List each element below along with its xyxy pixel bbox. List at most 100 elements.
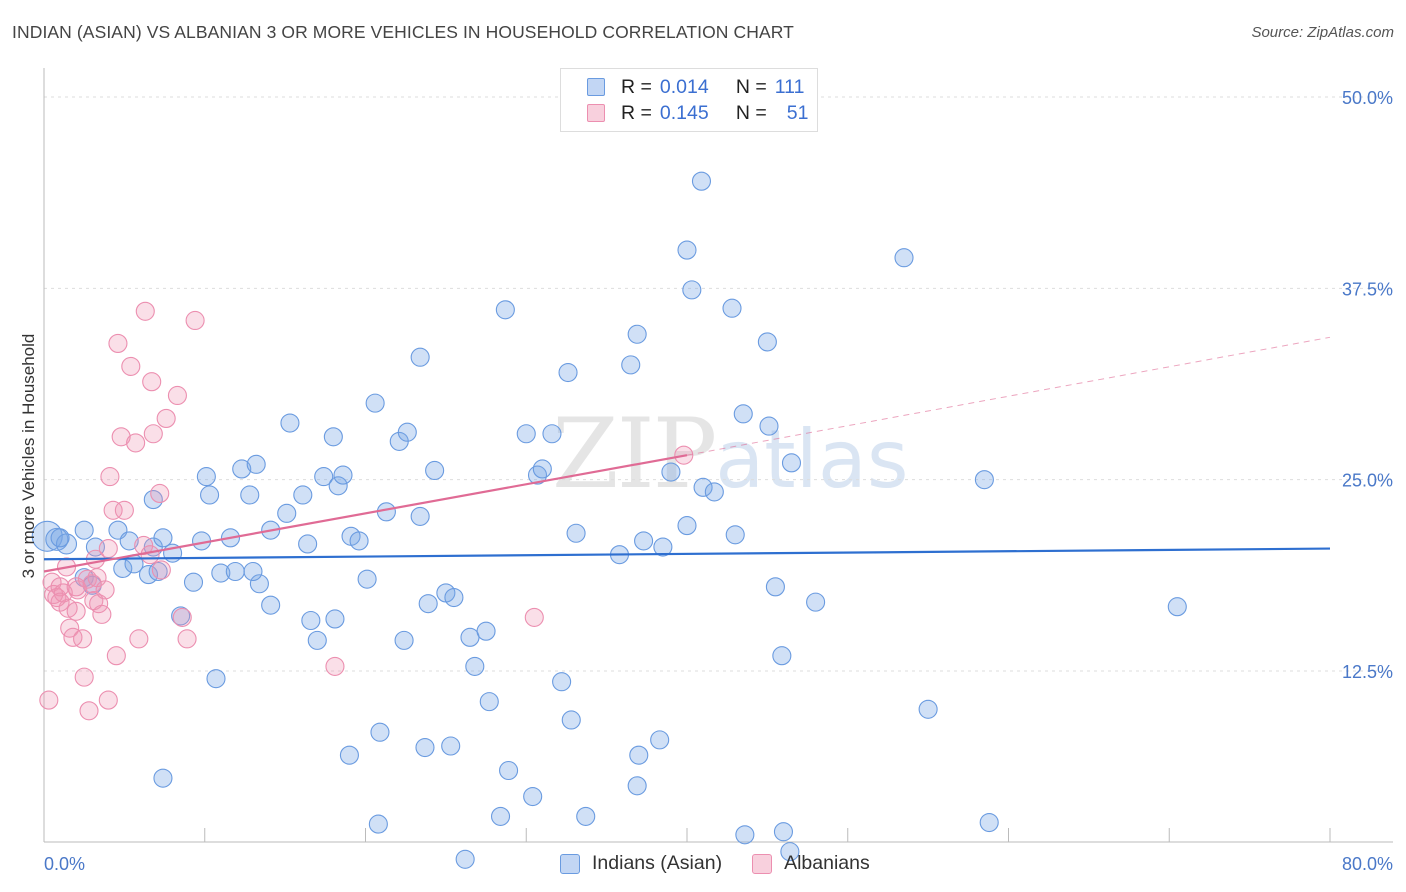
watermark: ZIPatlas: [552, 398, 909, 510]
point-albanians: [44, 584, 64, 605]
legend-n-label: N =: [735, 75, 767, 98]
legend-swatch-blue: [587, 78, 605, 96]
point-albanians: [142, 372, 162, 392]
point-indians: [153, 528, 173, 548]
point-indians: [806, 592, 826, 612]
series-legend-albanians: Albanians: [752, 852, 870, 875]
point-indians: [460, 627, 480, 647]
point-indians: [772, 646, 792, 666]
point-albanians: [73, 629, 93, 649]
point-albanians: [185, 310, 205, 331]
point-indians: [918, 699, 938, 719]
point-indians: [894, 248, 914, 268]
series-swatch-pink: [752, 853, 773, 874]
chart-title: INDIAN (ASIAN) VS ALBANIAN 3 OR MORE VEH…: [12, 22, 794, 42]
y-tick-label: 37.5%: [1342, 279, 1393, 299]
point-indians: [211, 563, 231, 583]
point-albanians: [325, 656, 345, 676]
legend-n-value: 111: [774, 75, 805, 98]
point-albanians: [140, 545, 160, 565]
point-indians: [773, 822, 794, 842]
point-albanians: [114, 500, 134, 520]
point-indians: [722, 298, 742, 318]
point-indians: [499, 760, 519, 781]
point-indians: [328, 476, 348, 496]
point-albanians: [126, 433, 146, 453]
point-indians: [725, 525, 745, 545]
point-albanians: [100, 467, 120, 487]
point-albanians: [143, 424, 163, 444]
point-albanians: [172, 607, 192, 627]
point-albanians: [106, 646, 126, 666]
point-albanians: [135, 301, 155, 321]
point-indians: [246, 454, 266, 474]
point-indians: [455, 849, 475, 869]
point-indians: [542, 424, 562, 444]
trend-line-albanians: [43, 454, 688, 573]
point-albanians: [92, 604, 112, 624]
series-legend: Indians (Asian) Albanians: [560, 852, 900, 875]
point-albanians: [63, 627, 83, 647]
point-indians: [323, 427, 343, 447]
point-indians: [314, 467, 334, 487]
point-indians: [277, 503, 297, 523]
point-albanians: [50, 592, 70, 612]
point-albanians: [66, 577, 86, 597]
point-indians: [339, 745, 359, 765]
point-indians: [704, 482, 724, 502]
x-tick-label-min: 0.0%: [44, 854, 85, 874]
point-albanians: [129, 629, 149, 649]
legend-r-value: 0.014: [659, 75, 709, 98]
watermark-atlas: atlas: [715, 413, 909, 506]
grid-lines: [44, 96, 1393, 672]
point-indians: [196, 467, 216, 487]
point-indians: [974, 470, 994, 490]
point-indians: [677, 240, 697, 260]
point-indians: [495, 300, 515, 320]
point-indians: [349, 531, 369, 551]
point-indians: [759, 416, 779, 436]
legend-row-albanians: R = 0.145 N = 51: [587, 101, 808, 125]
point-indians: [1167, 597, 1187, 617]
point-indians: [693, 477, 713, 497]
point-indians: [735, 825, 755, 845]
point-indians: [280, 413, 300, 433]
point-albanians: [108, 333, 128, 353]
point-indians: [240, 485, 260, 505]
point-indians: [232, 459, 252, 479]
data-points: [31, 171, 1187, 869]
correlation-legend: R = 0.014 N = 111 R = 0.145 N = 51: [560, 68, 818, 132]
point-albanians: [111, 427, 131, 447]
y-axis-label: 3 or more Vehicles in Household: [19, 334, 38, 579]
point-indians: [441, 736, 461, 756]
point-indians: [394, 630, 414, 650]
legend-r-label: R =: [621, 101, 652, 124]
point-indians: [490, 806, 511, 826]
series-label-indians: Indians (Asian): [592, 852, 723, 874]
point-indians: [627, 776, 647, 796]
series-legend-indians: Indians (Asian): [560, 852, 722, 875]
watermark-zip: ZIP: [552, 398, 717, 510]
y-tick-label: 50.0%: [1342, 88, 1393, 108]
point-indians: [627, 324, 647, 344]
point-indians: [465, 656, 485, 676]
point-indians: [45, 527, 69, 551]
point-albanians: [98, 690, 118, 710]
point-indians: [410, 347, 430, 367]
point-indians: [370, 722, 390, 742]
trend-line-albanians-extrapolated: [686, 336, 1331, 456]
point-indians: [261, 595, 281, 615]
y-tick-label: 12.5%: [1342, 662, 1393, 682]
axis-labels: 12.5% 25.0% 37.5% 50.0% 0.0% 80.0% 3 or more V…: [19, 88, 1393, 874]
legend-n-value: 51: [786, 101, 809, 124]
point-indians: [293, 485, 313, 505]
point-indians: [552, 672, 572, 692]
axes: [43, 68, 1393, 843]
point-albanians: [74, 667, 94, 687]
point-indians: [225, 561, 245, 582]
point-indians: [418, 594, 438, 614]
point-indians: [621, 355, 641, 375]
y-tick-label: 25.0%: [1342, 471, 1393, 491]
point-indians: [661, 462, 681, 482]
